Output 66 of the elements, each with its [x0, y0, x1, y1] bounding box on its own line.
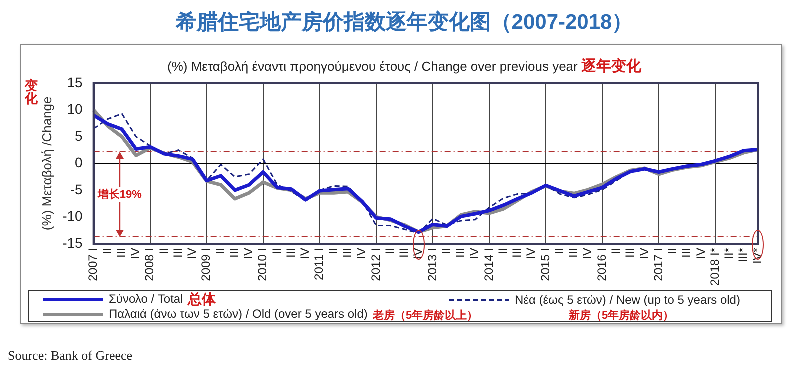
- x-tick-label: II: [156, 248, 171, 255]
- x-tick-label: III: [114, 248, 128, 258]
- x-tick-label: 2017 I: [651, 248, 666, 282]
- x-tick-label: 2008 I: [142, 248, 157, 282]
- x-tick-label: 2007 I: [86, 248, 100, 282]
- text: 逐年变化: [581, 58, 642, 75]
- legend-label: Νέα (έως 5 ετών) / New (up to 5 years old): [515, 293, 740, 307]
- text: 总体: [188, 291, 216, 309]
- x-tick-label: 2014 I: [482, 248, 496, 282]
- y-tick-label: 10: [67, 101, 84, 118]
- x-tick-label: II: [213, 248, 228, 255]
- x-tick-label: 2016 I: [594, 248, 609, 282]
- x-tick-label: 2018 I*: [708, 248, 722, 286]
- x-tick-label: II: [496, 248, 510, 255]
- x-tick-label: 2012 I: [368, 248, 383, 282]
- text: 老房（5年房龄以上）: [373, 308, 478, 323]
- x-tick-label: 2013 I: [425, 248, 440, 282]
- chart-title: 希腊住宅地产房价指数逐年变化图（2007-2018）: [174, 10, 634, 36]
- text: 变化: [25, 78, 39, 106]
- x-tick-label: II: [666, 248, 680, 255]
- legend-label: Παλαιά (άνω των 5 ετών) / Old (over 5 years old): [109, 307, 368, 321]
- x-tick-label: IV: [354, 248, 369, 260]
- x-tick-label: IV: [637, 248, 652, 260]
- x-tick-label: 2015 I: [538, 248, 552, 282]
- x-tick-label: IV: [694, 248, 708, 260]
- x-tick-label: IV: [298, 248, 312, 260]
- x-tick-label: II: [552, 248, 566, 255]
- y-tick-label: 15: [67, 74, 84, 90]
- x-tick-label: II: [609, 248, 623, 255]
- x-tick-label: IV: [468, 248, 482, 260]
- x-tick-label: II: [270, 248, 284, 255]
- annotation: 增长19%: [98, 187, 142, 202]
- x-tick-label: II: [382, 248, 397, 255]
- x-tick-label: III: [170, 248, 185, 258]
- x-tick-label: 2011 I: [312, 248, 326, 280]
- y-tick-label: -15: [62, 234, 84, 251]
- x-tick-label: III: [284, 248, 298, 258]
- x-tick-label: III: [510, 248, 524, 258]
- x-tick-label: IV: [242, 248, 256, 260]
- x-tick-label: III: [227, 248, 242, 258]
- y-tick-label: -5: [70, 181, 84, 198]
- x-tick-label: II: [326, 248, 340, 255]
- x-tick-label: IV: [185, 248, 200, 260]
- x-tick-label: 2010 I: [256, 248, 270, 282]
- x-tick-label: III: [340, 248, 355, 258]
- y-axis-title: (%) Μεταβολή /Change: [39, 96, 54, 231]
- x-tick-label: III: [454, 248, 468, 258]
- legend-label: Σύνολο / Total: [109, 292, 184, 306]
- x-tick-label: II: [100, 248, 114, 255]
- x-tick-label: III: [566, 248, 581, 258]
- x-tick-label: III*: [736, 248, 750, 263]
- source-note: Source: Bank of Greece: [8, 348, 133, 364]
- x-tick-label: III: [623, 248, 638, 258]
- x-tick-label: 2009 I: [199, 248, 214, 282]
- y-tick-label: 0: [75, 154, 84, 171]
- x-tick-label: II*: [722, 248, 736, 260]
- x-tick-label: IV: [580, 248, 595, 260]
- x-tick-label: IV: [524, 248, 538, 260]
- x-tick-label: IV: [128, 248, 143, 260]
- y-tick-label: 5: [75, 128, 84, 144]
- y-tick-label: -10: [62, 208, 84, 224]
- text: 新房（5年房龄以内）: [569, 308, 674, 323]
- x-tick-label: III: [680, 248, 694, 258]
- chart-subtitle: (%) Μεταβολή έναντι προηγούμενου έτους / Change over previous year: [168, 59, 578, 74]
- x-tick-label: III: [397, 248, 412, 258]
- x-tick-label: II: [439, 248, 454, 255]
